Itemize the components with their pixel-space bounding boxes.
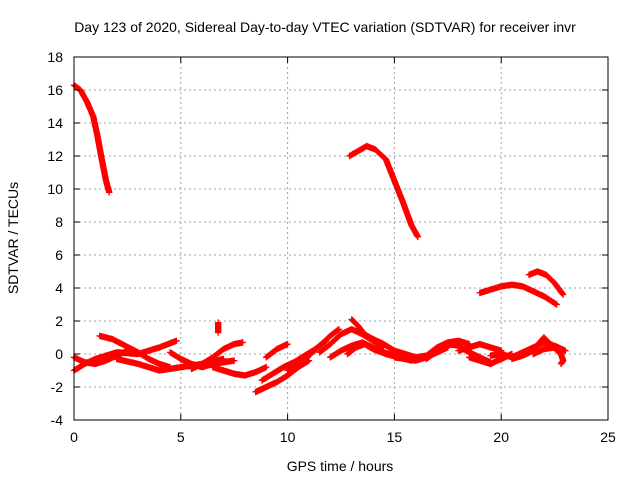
- series-markers: [263, 340, 291, 361]
- series-markers: [530, 344, 567, 368]
- series-markers: [188, 339, 246, 373]
- y-tick-label: -2: [51, 379, 64, 395]
- series-low-arc-20: [455, 340, 505, 354]
- series-low-arc-3: [96, 332, 174, 371]
- y-tick-label: 10: [47, 181, 63, 197]
- data-series: [70, 81, 569, 396]
- y-tick-label: 14: [47, 115, 63, 131]
- series-mid-arc-1: [476, 281, 560, 308]
- y-tick-label: -4: [51, 412, 64, 428]
- x-tick-label: 25: [600, 429, 616, 445]
- y-tick-label: 0: [55, 346, 63, 362]
- series-high-arc-2: [346, 142, 422, 241]
- series-markers: [476, 281, 560, 308]
- series-markers: [525, 268, 567, 298]
- series-low-arc-8: [215, 319, 222, 336]
- series-markers: [348, 316, 409, 358]
- series-markers: [252, 357, 313, 396]
- series-markers: [346, 142, 422, 241]
- x-tick-label: 5: [177, 429, 185, 445]
- y-tick-label: 4: [55, 280, 63, 296]
- series-low-arc-12: [284, 326, 343, 374]
- x-tick-label: 10: [280, 429, 296, 445]
- series-markers: [96, 332, 174, 371]
- x-tick-label: 20: [493, 429, 509, 445]
- series-low-arc-15: [348, 316, 409, 358]
- y-tick-label: 12: [47, 148, 63, 164]
- series-mid-arc-2: [525, 268, 567, 298]
- series-markers: [209, 364, 270, 379]
- y-tick-label: 6: [55, 247, 63, 263]
- y-axis-label: SDTVAR / TECUs: [5, 182, 21, 294]
- series-low-arc-24: [530, 344, 567, 368]
- series-markers: [215, 319, 222, 336]
- y-tick-label: 2: [55, 313, 63, 329]
- plot-frame: [73, 56, 609, 421]
- series-low-arc-9: [252, 357, 313, 396]
- series-markers: [455, 340, 505, 354]
- series-low-arc-6: [188, 339, 246, 373]
- series-markers: [284, 326, 343, 374]
- y-tick-label: 18: [47, 49, 63, 65]
- x-axis-label: GPS time / hours: [287, 458, 394, 474]
- y-tick-label: 16: [47, 82, 63, 98]
- y-tick-label: 8: [55, 214, 63, 230]
- axis-ticks: 0 5 10 15 20 25 -4 -2 0 2 4 6 8 10 12 14 16 18: [47, 49, 616, 445]
- x-tick-label: 0: [70, 429, 78, 445]
- x-tick-label: 15: [387, 429, 403, 445]
- series-low-arc-11: [263, 340, 291, 361]
- series-low-arc-7: [209, 364, 270, 379]
- chart-title: Day 123 of 2020, Sidereal Day-to-day VTE…: [74, 19, 576, 35]
